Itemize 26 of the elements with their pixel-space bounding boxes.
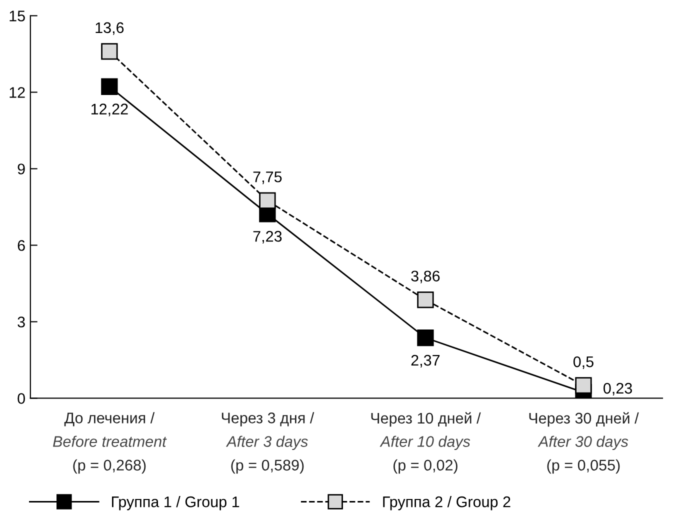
point xyxy=(417,329,434,346)
data-label: 12,22 xyxy=(91,104,128,116)
point xyxy=(101,43,118,60)
x-tick-label: До лечения / Before treatment (p = 0,268) xyxy=(53,412,167,474)
y-tick-label: 0 xyxy=(18,393,25,404)
point xyxy=(259,192,276,209)
data-label: 3,86 xyxy=(411,270,440,284)
data-label: 0,23 xyxy=(604,382,632,396)
point xyxy=(101,78,118,95)
data-label: 0,5 xyxy=(573,356,594,369)
point xyxy=(575,377,592,394)
point xyxy=(417,291,434,308)
x-tick-label: Через 3 дня / After 3 days (p = 0,589) xyxy=(222,412,314,474)
y-tick-label: 15 xyxy=(10,10,25,22)
y-tick-label: 3 xyxy=(18,316,25,328)
legend-label: Группа 2 / Group 2 xyxy=(383,496,510,510)
y-tick-label: 6 xyxy=(18,240,25,251)
data-label: 7,75 xyxy=(253,172,282,184)
data-label: 7,23 xyxy=(253,230,282,244)
x-tick-label: Через 10 дней / After 10 days (p = 0,02) xyxy=(371,412,481,474)
y-tick-label: 9 xyxy=(18,164,25,174)
y-tick-label: 12 xyxy=(10,87,25,98)
data-label: 2,37 xyxy=(411,354,440,368)
data-label: 13,6 xyxy=(96,22,124,35)
legend-label: Группа 1 / Group 1 xyxy=(112,496,240,510)
x-tick-label: Через 30 дней / After 30 days (p = 0,055) xyxy=(529,412,639,474)
